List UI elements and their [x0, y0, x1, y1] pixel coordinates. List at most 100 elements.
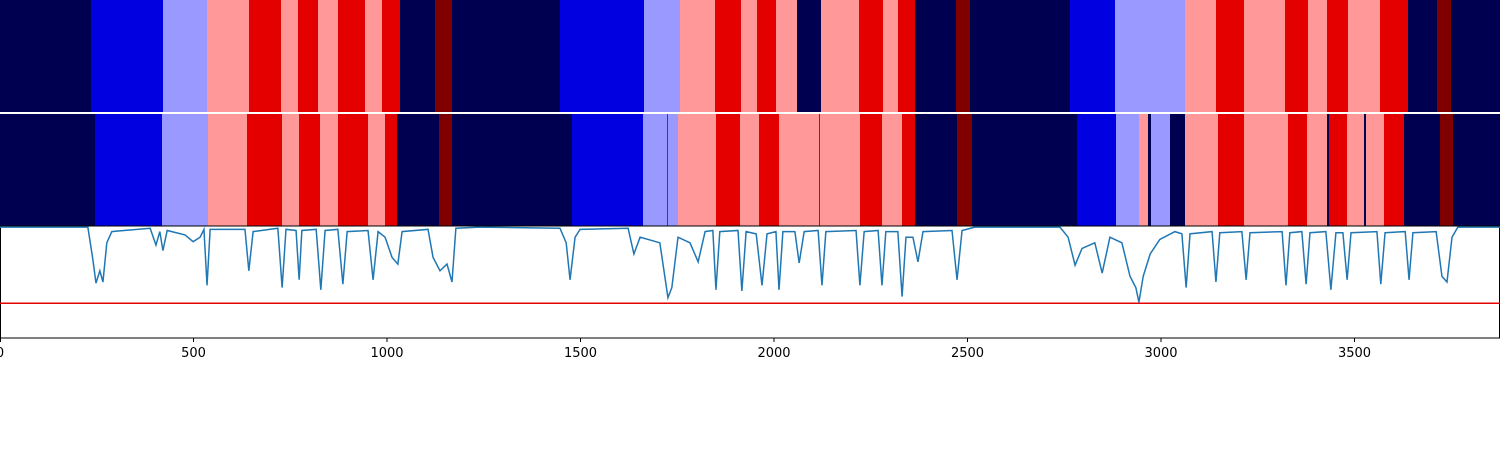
- segment: [1138, 114, 1148, 226]
- segment: [1364, 114, 1367, 226]
- segment: [859, 114, 882, 226]
- segment: [297, 0, 319, 112]
- segment: [756, 0, 776, 112]
- segment: [248, 0, 281, 112]
- segment: [1328, 114, 1348, 226]
- segment: [972, 114, 1078, 226]
- segment: [381, 0, 401, 112]
- segment: [337, 114, 369, 226]
- x-tick-label: 3500: [1338, 346, 1371, 361]
- segment: [1440, 114, 1454, 226]
- segment: [820, 0, 860, 112]
- segment: [820, 114, 860, 226]
- segment: [1215, 0, 1244, 112]
- x-tick-label: 0: [0, 346, 4, 361]
- segment: [1217, 114, 1244, 226]
- segment: [969, 0, 1071, 112]
- segment: [397, 114, 439, 226]
- segment: [1114, 0, 1185, 112]
- segment: [775, 0, 797, 112]
- segment: [1116, 114, 1139, 226]
- segment: [90, 0, 163, 112]
- segment: [902, 114, 915, 226]
- x-tick-label: 500: [181, 346, 206, 361]
- segment: [246, 114, 283, 226]
- segment: [280, 0, 298, 112]
- segment: [1366, 114, 1384, 226]
- segment: [571, 114, 644, 226]
- segment: [1436, 0, 1451, 112]
- segment: [207, 114, 247, 226]
- segment: [337, 0, 365, 112]
- segment: [881, 114, 903, 226]
- plot-frame: [0, 225, 1500, 339]
- segment: [1347, 114, 1365, 226]
- segment: [1327, 114, 1329, 226]
- segment: [1077, 114, 1117, 226]
- segment: [1380, 0, 1408, 112]
- segment: [1243, 0, 1285, 112]
- segment: [779, 114, 819, 226]
- segment: [364, 0, 382, 112]
- segment: [299, 114, 321, 226]
- segment: [1184, 114, 1218, 226]
- segment: [957, 114, 973, 226]
- segment: [452, 0, 560, 112]
- segment: [1147, 114, 1151, 226]
- segment: [1383, 114, 1405, 226]
- segment: [914, 0, 956, 112]
- segment: [400, 0, 435, 112]
- segment: [715, 0, 742, 112]
- segment: [368, 114, 386, 226]
- segment: [207, 0, 249, 112]
- segment: [1407, 0, 1437, 112]
- segment: [739, 114, 759, 226]
- segment: [1404, 114, 1441, 226]
- segment: [162, 0, 208, 112]
- segment: [434, 0, 453, 112]
- segment: [666, 114, 668, 226]
- segment: [897, 0, 915, 112]
- segment: [715, 114, 740, 226]
- segment: [320, 114, 338, 226]
- segment: [758, 114, 780, 226]
- segment: [955, 0, 970, 112]
- segment: [1450, 0, 1500, 112]
- segment: [1169, 114, 1185, 226]
- x-tick-label: 2500: [951, 346, 984, 361]
- segment: [883, 0, 898, 112]
- x-tick-label: 1000: [370, 346, 403, 361]
- segment: [385, 114, 398, 226]
- x-tick-label: 1500: [564, 346, 597, 361]
- series-line: [0, 226, 1500, 303]
- segment: [438, 114, 453, 226]
- segment: [162, 114, 208, 226]
- segment: [318, 0, 338, 112]
- segment: [1070, 0, 1115, 112]
- segment: [1327, 0, 1348, 112]
- segment: [1243, 114, 1288, 226]
- segment: [678, 114, 716, 226]
- segment: [452, 114, 572, 226]
- segment: [679, 0, 716, 112]
- segment: [0, 114, 95, 226]
- segment: [914, 114, 958, 226]
- segment: [741, 0, 757, 112]
- segment: [282, 114, 300, 226]
- segment: [1308, 0, 1328, 112]
- segment: [667, 114, 679, 226]
- segment: [859, 0, 884, 112]
- segment: [559, 0, 644, 112]
- segment: [1287, 114, 1307, 226]
- x-tick-label: 2000: [757, 346, 790, 361]
- segment: [1347, 0, 1381, 112]
- segment: [0, 0, 91, 112]
- segment: [1184, 0, 1216, 112]
- segment: [818, 114, 821, 226]
- segment: [94, 114, 163, 226]
- segment: [1306, 114, 1328, 226]
- segment: [1150, 114, 1170, 226]
- segment: [643, 114, 667, 226]
- segment: [796, 0, 821, 112]
